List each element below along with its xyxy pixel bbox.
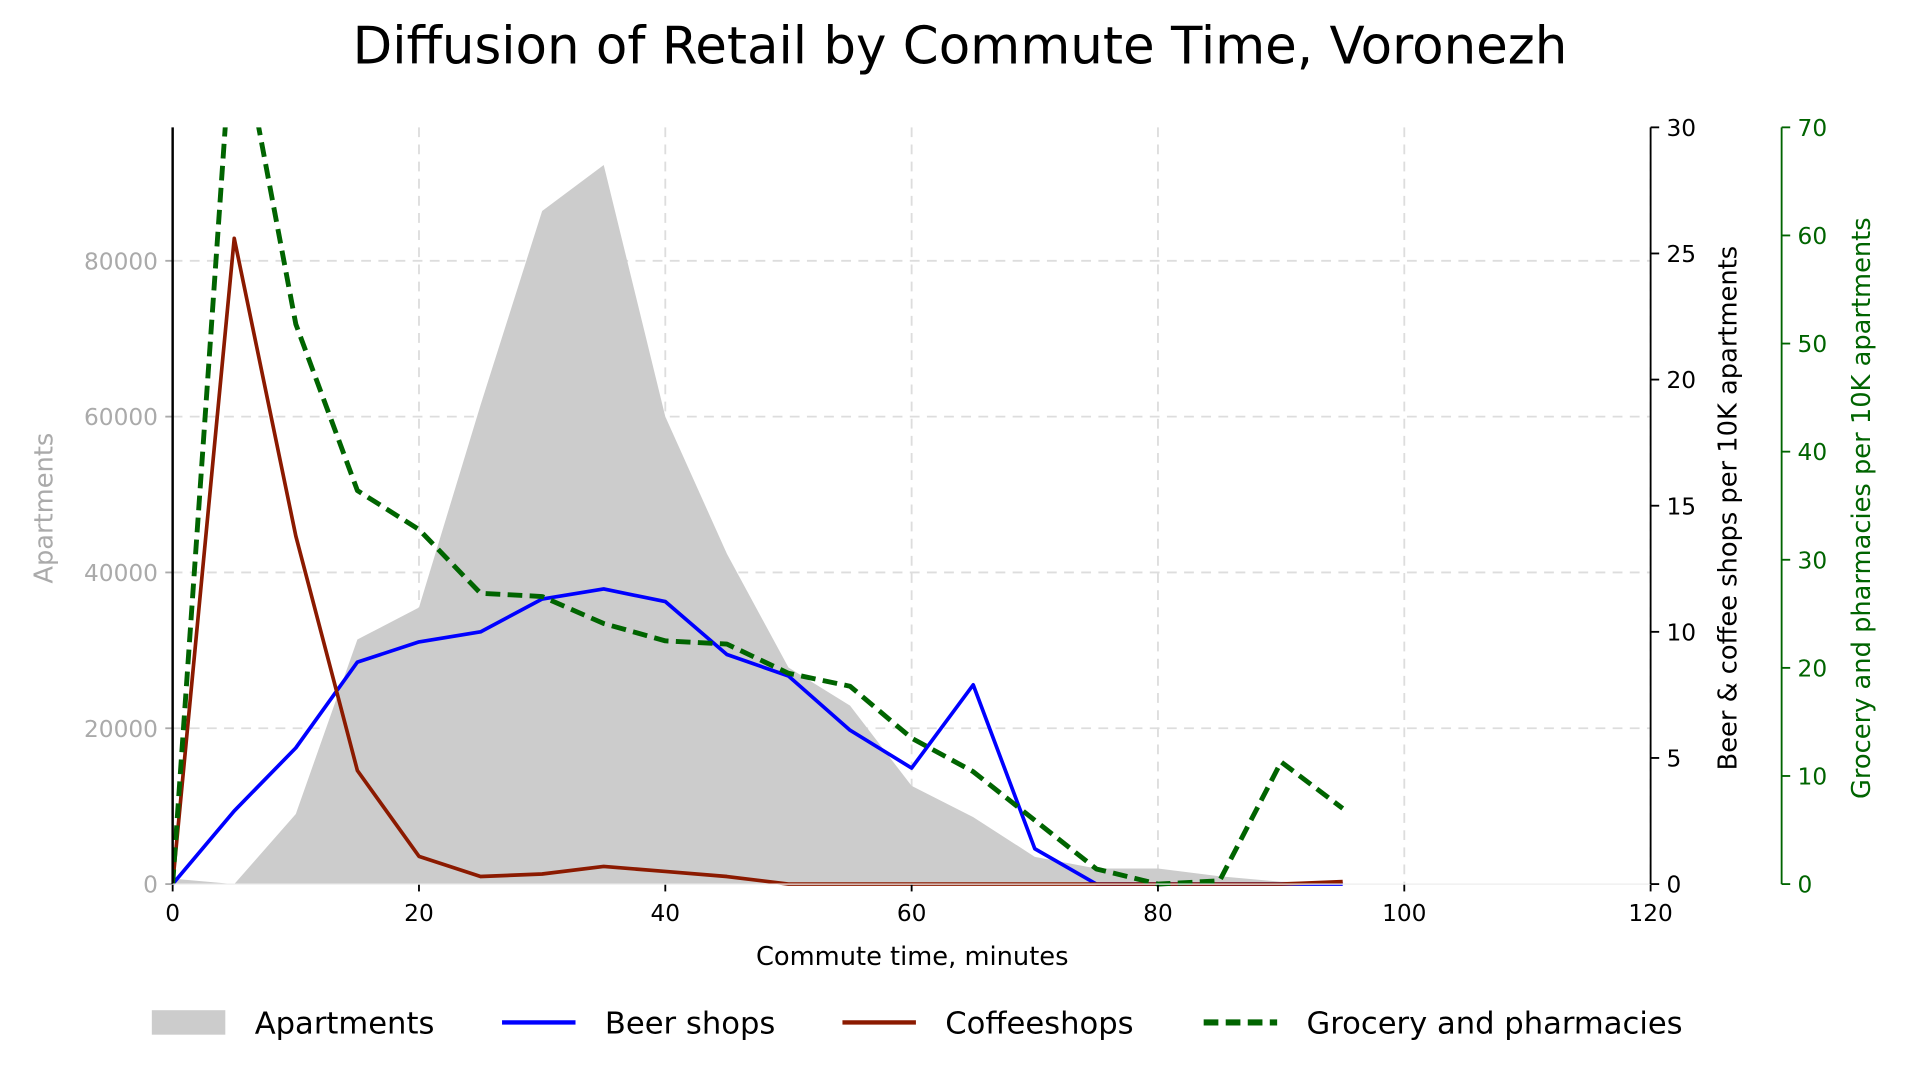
y-tick-label-right: 5: [1667, 746, 1682, 773]
y-axis-label-right: Beer & coffee shops per 10K apartments: [1713, 246, 1743, 771]
y-tick-label-right2: 20: [1798, 655, 1828, 682]
legend-label: Coffeeshops: [945, 1006, 1133, 1041]
y-tick-label-right: 30: [1667, 115, 1697, 142]
x-tick-label: 60: [897, 900, 927, 927]
y-tick-label-right2: 30: [1798, 547, 1828, 574]
plot-area: [172, 127, 1345, 887]
series-apartments-area: [172, 164, 1343, 885]
legend-item: Coffeeshops: [842, 1006, 1134, 1041]
y-tick-label-right2: 10: [1798, 764, 1828, 791]
series-line-grocery-and-pharmacies: [172, 127, 1345, 887]
y-tick-label-right2: 0: [1798, 872, 1813, 899]
x-tick-label: 0: [165, 900, 180, 927]
y-tick-label-left: 40000: [84, 560, 158, 587]
x-tick-label: 40: [651, 900, 681, 927]
legend-label: Grocery and pharmacies: [1307, 1006, 1683, 1041]
y-tick-label-left: 60000: [84, 404, 158, 431]
y-tick-label-right: 15: [1667, 493, 1697, 520]
legend-swatch: [151, 1010, 226, 1035]
y-tick-label-right: 0: [1667, 872, 1682, 899]
axes: 0 20 40 60 80 100 1200200004000060000800000510…: [84, 115, 1827, 927]
y-tick-label-right2: 60: [1798, 223, 1828, 250]
y-tick-label-left: 80000: [84, 248, 158, 275]
legend-item: Beer shops: [502, 1006, 775, 1041]
x-tick-label: 20: [404, 900, 434, 927]
y-tick-label-right2: 70: [1798, 115, 1828, 142]
y-tick-label-right2: 50: [1798, 331, 1828, 358]
y-tick-label-left: 0: [143, 872, 158, 899]
y-tick-label-right: 25: [1667, 241, 1697, 268]
legend-item: Grocery and pharmacies: [1203, 1006, 1683, 1041]
legend-label: Beer shops: [605, 1006, 775, 1041]
y-axis-label-left: Apartments: [30, 433, 60, 584]
legend: Apartments Beer shops Coffeeshops Grocery a…: [151, 1006, 1683, 1041]
x-tick-label: 100: [1382, 900, 1426, 927]
x-axis-label: Commute time, minutes: [756, 942, 1069, 972]
legend-label: Apartments: [255, 1006, 435, 1041]
y-tick-label-left: 20000: [84, 716, 158, 743]
y-tick-label-right: 20: [1667, 367, 1697, 394]
chart-title: Diffusion of Retail by Commute Time, Vor…: [353, 17, 1568, 77]
legend-item: Apartments: [151, 1006, 435, 1041]
y-tick-label-right2: 40: [1798, 439, 1828, 466]
x-tick-label: 80: [1143, 900, 1173, 927]
y-tick-label-right: 10: [1667, 619, 1697, 646]
y-axis-label-right2: Grocery and pharmacies per 10K apartment…: [1847, 217, 1877, 799]
x-tick-label: 120: [1628, 900, 1672, 927]
